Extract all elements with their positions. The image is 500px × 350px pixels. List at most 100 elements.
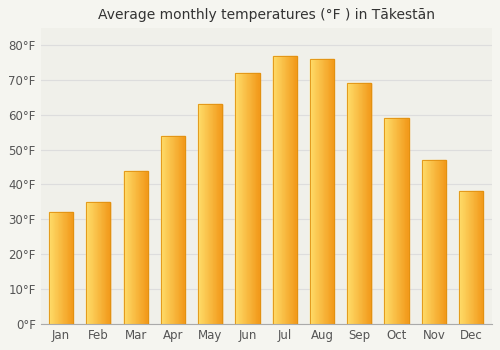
Bar (314, 59, 315, 324)
Bar (215, 104, 216, 324)
Bar (316, 59, 317, 324)
Bar (326, 59, 327, 324)
Bar (282, 56, 283, 324)
Bar (90, 202, 91, 324)
Bar (473, 191, 474, 324)
Bar (289, 56, 290, 324)
Bar (127, 170, 128, 324)
Bar (310, 59, 334, 324)
Bar (161, 136, 185, 324)
Bar (50, 212, 51, 324)
Bar (436, 160, 437, 324)
Bar (462, 191, 463, 324)
Bar (444, 160, 445, 324)
Bar (130, 170, 131, 324)
Bar (356, 83, 357, 324)
Bar (126, 170, 127, 324)
Bar (212, 104, 214, 324)
Bar (108, 202, 109, 324)
Bar (274, 56, 275, 324)
Bar (258, 73, 259, 324)
Bar (250, 73, 252, 324)
Bar (351, 83, 352, 324)
Bar (468, 191, 469, 324)
Bar (62, 212, 64, 324)
Bar (56, 212, 57, 324)
Bar (162, 136, 163, 324)
Bar (422, 160, 424, 324)
Bar (124, 170, 125, 324)
Bar (169, 136, 170, 324)
Bar (430, 160, 432, 324)
Bar (437, 160, 438, 324)
Bar (172, 136, 173, 324)
Bar (460, 191, 462, 324)
Bar (396, 118, 398, 324)
Bar (246, 73, 248, 324)
Bar (204, 104, 206, 324)
Bar (206, 104, 207, 324)
Bar (349, 83, 350, 324)
Bar (352, 83, 353, 324)
Bar (481, 191, 482, 324)
Bar (438, 160, 440, 324)
Bar (404, 118, 406, 324)
Bar (360, 83, 361, 324)
Bar (61, 212, 62, 324)
Bar (69, 212, 70, 324)
Bar (95, 202, 96, 324)
Bar (237, 73, 238, 324)
Bar (173, 136, 174, 324)
Bar (284, 56, 285, 324)
Bar (245, 73, 246, 324)
Bar (70, 212, 71, 324)
Bar (319, 59, 320, 324)
Bar (146, 170, 147, 324)
Bar (184, 136, 185, 324)
Bar (174, 136, 176, 324)
Bar (426, 160, 428, 324)
Bar (399, 118, 400, 324)
Bar (60, 212, 61, 324)
Bar (220, 104, 222, 324)
Bar (256, 73, 257, 324)
Bar (87, 202, 88, 324)
Bar (163, 136, 164, 324)
Bar (143, 170, 144, 324)
Bar (49, 212, 50, 324)
Bar (392, 118, 394, 324)
Bar (257, 73, 258, 324)
Bar (471, 191, 472, 324)
Bar (406, 118, 407, 324)
Bar (236, 73, 237, 324)
Bar (350, 83, 351, 324)
Bar (166, 136, 168, 324)
Bar (327, 59, 328, 324)
Bar (71, 212, 72, 324)
Bar (320, 59, 321, 324)
Bar (98, 202, 99, 324)
Bar (68, 212, 69, 324)
Bar (214, 104, 215, 324)
Bar (366, 83, 368, 324)
Bar (463, 191, 464, 324)
Bar (147, 170, 148, 324)
Bar (445, 160, 446, 324)
Bar (99, 202, 100, 324)
Bar (403, 118, 404, 324)
Bar (142, 170, 143, 324)
Bar (178, 136, 180, 324)
Bar (470, 191, 471, 324)
Bar (91, 202, 92, 324)
Bar (86, 202, 110, 324)
Bar (330, 59, 331, 324)
Bar (164, 136, 165, 324)
Bar (459, 191, 460, 324)
Bar (459, 191, 483, 324)
Bar (466, 191, 467, 324)
Bar (211, 104, 212, 324)
Bar (323, 59, 324, 324)
Bar (136, 170, 138, 324)
Bar (429, 160, 430, 324)
Bar (198, 104, 222, 324)
